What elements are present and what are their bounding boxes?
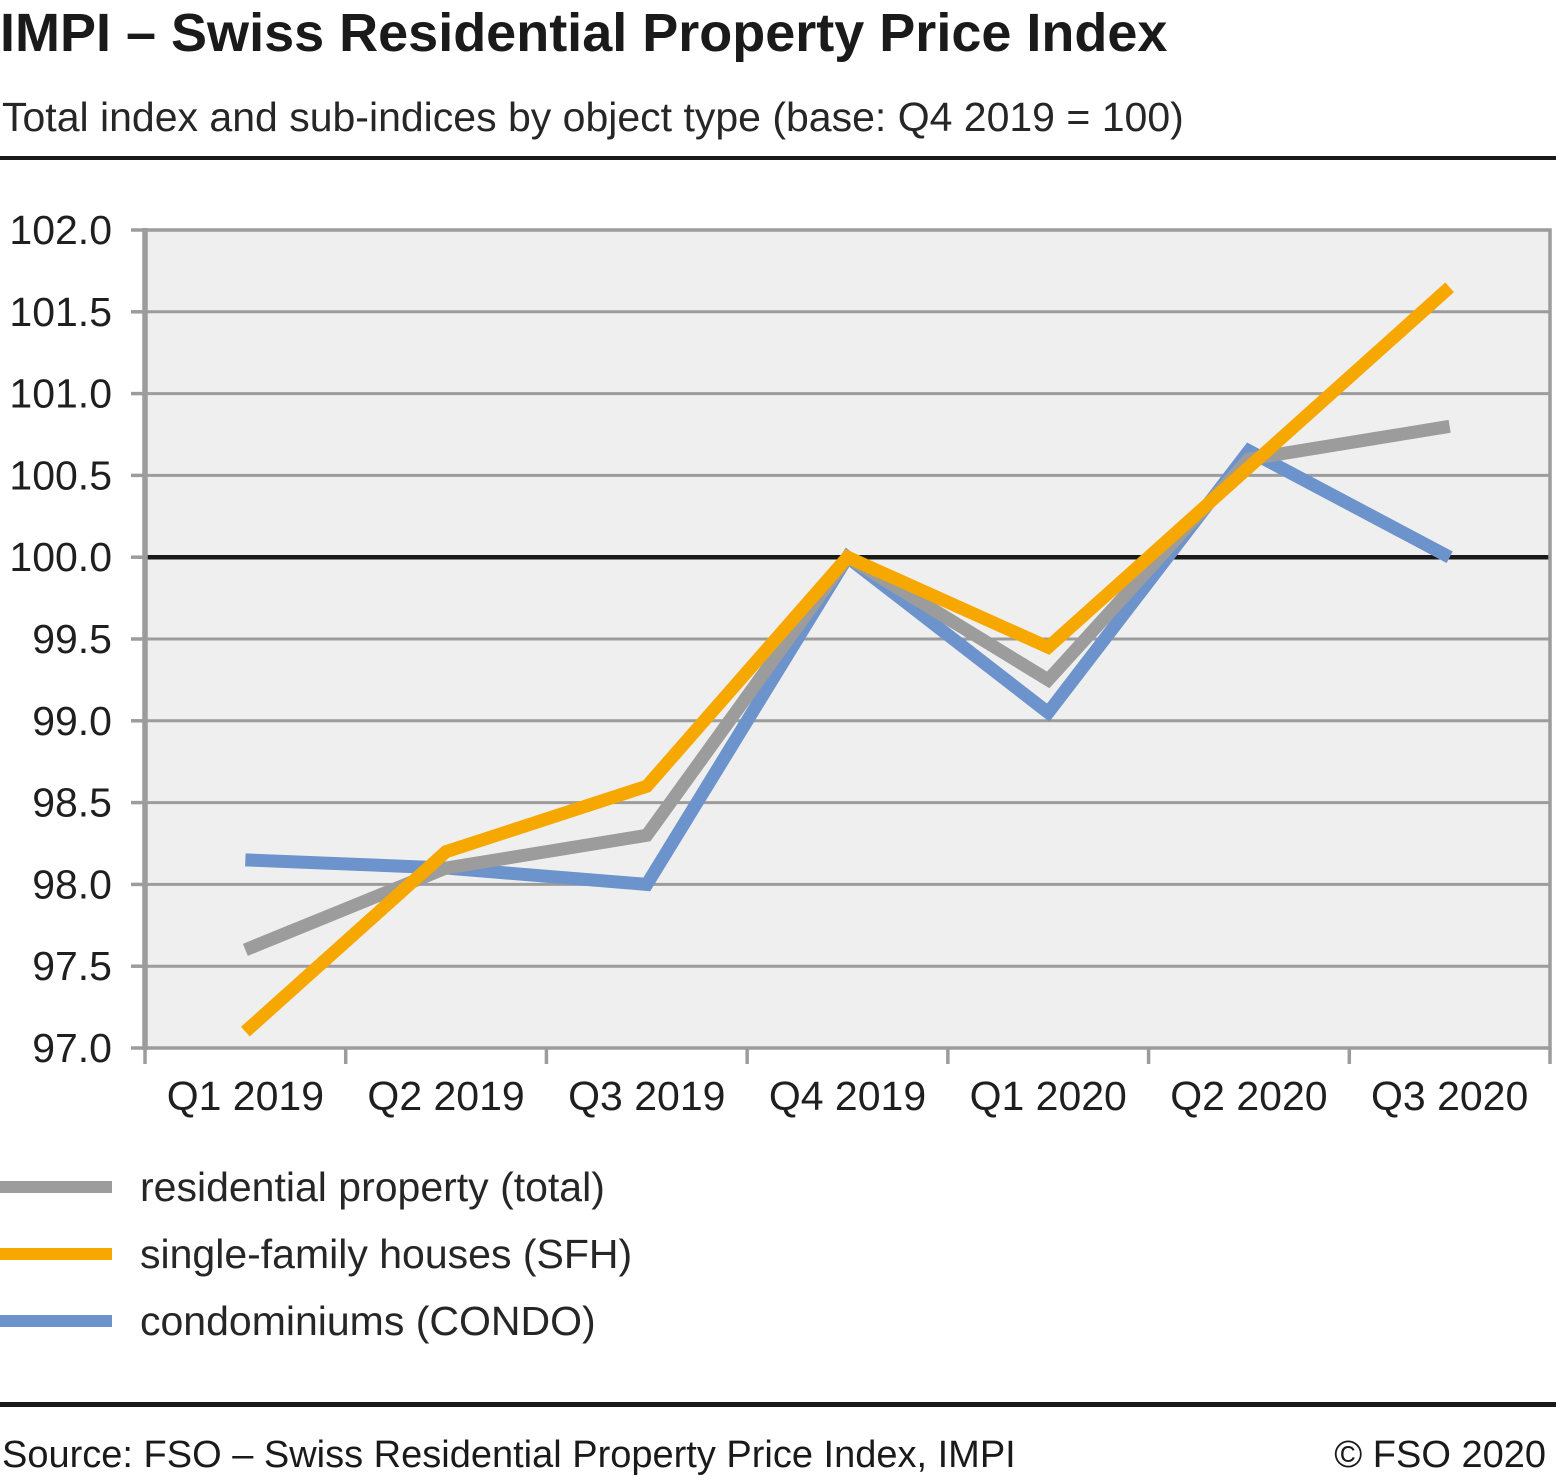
legend-item: residential property (total) — [0, 1163, 632, 1211]
price-index-chart: 102.0 101.5 101.0 100.5 100.0 99.5 99.0 98.5 98.… — [9, 207, 1552, 1119]
legend-label: residential property (total) — [140, 1163, 605, 1210]
legend-swatch — [0, 1315, 112, 1327]
footer-copyright: © FSO 2020 — [1334, 1434, 1546, 1476]
legend-label: single-family houses (SFH) — [140, 1230, 633, 1277]
header-divider — [0, 156, 1556, 160]
x-axis-label: Q4 2019 — [769, 1073, 926, 1119]
footer-source: Source: FSO – Swiss Residential Property… — [2, 1434, 1016, 1476]
footer: Source: FSO – Swiss Residential Property… — [0, 1434, 1556, 1477]
legend: residential property (total) single-famil… — [0, 1163, 632, 1364]
x-axis-label: Q1 2020 — [970, 1073, 1127, 1119]
legend-item: condominiums (CONDO) — [0, 1297, 632, 1345]
y-axis-label: 101.5 — [9, 289, 112, 335]
y-axis-label: 98.0 — [32, 861, 112, 907]
y-axis-label: 99.0 — [32, 698, 112, 744]
x-axis-label: Q3 2019 — [568, 1073, 725, 1119]
legend-swatch — [0, 1248, 112, 1260]
page-subtitle: Total index and sub-indices by object ty… — [2, 94, 1184, 140]
page-title: IMPI – Swiss Residential Property Price … — [0, 3, 1168, 63]
x-axis-label: Q2 2020 — [1170, 1073, 1327, 1119]
x-axis-label: Q3 2020 — [1371, 1073, 1528, 1119]
y-axis-label: 100.0 — [9, 534, 112, 580]
y-axis-label: 101.0 — [9, 371, 112, 417]
y-axis-label: 102.0 — [9, 207, 112, 253]
x-axis-label: Q2 2019 — [367, 1073, 524, 1119]
footer-divider — [0, 1402, 1556, 1407]
legend-label: condominiums (CONDO) — [140, 1297, 596, 1344]
chart-area: 102.0 101.5 101.0 100.5 100.0 99.5 99.0 98.5 98.… — [0, 190, 1556, 1140]
x-axis-label: Q1 2019 — [167, 1073, 324, 1119]
y-axis-label: 97.0 — [32, 1025, 112, 1071]
legend-item: single-family houses (SFH) — [0, 1230, 632, 1278]
legend-swatch — [0, 1181, 112, 1193]
y-axis-label: 98.5 — [32, 780, 112, 826]
y-axis-label: 97.5 — [32, 943, 112, 989]
y-axis-label: 100.5 — [9, 452, 112, 498]
y-axis-label: 99.5 — [32, 616, 112, 662]
series-line-single-family-houses-sfh — [241, 282, 1454, 1037]
